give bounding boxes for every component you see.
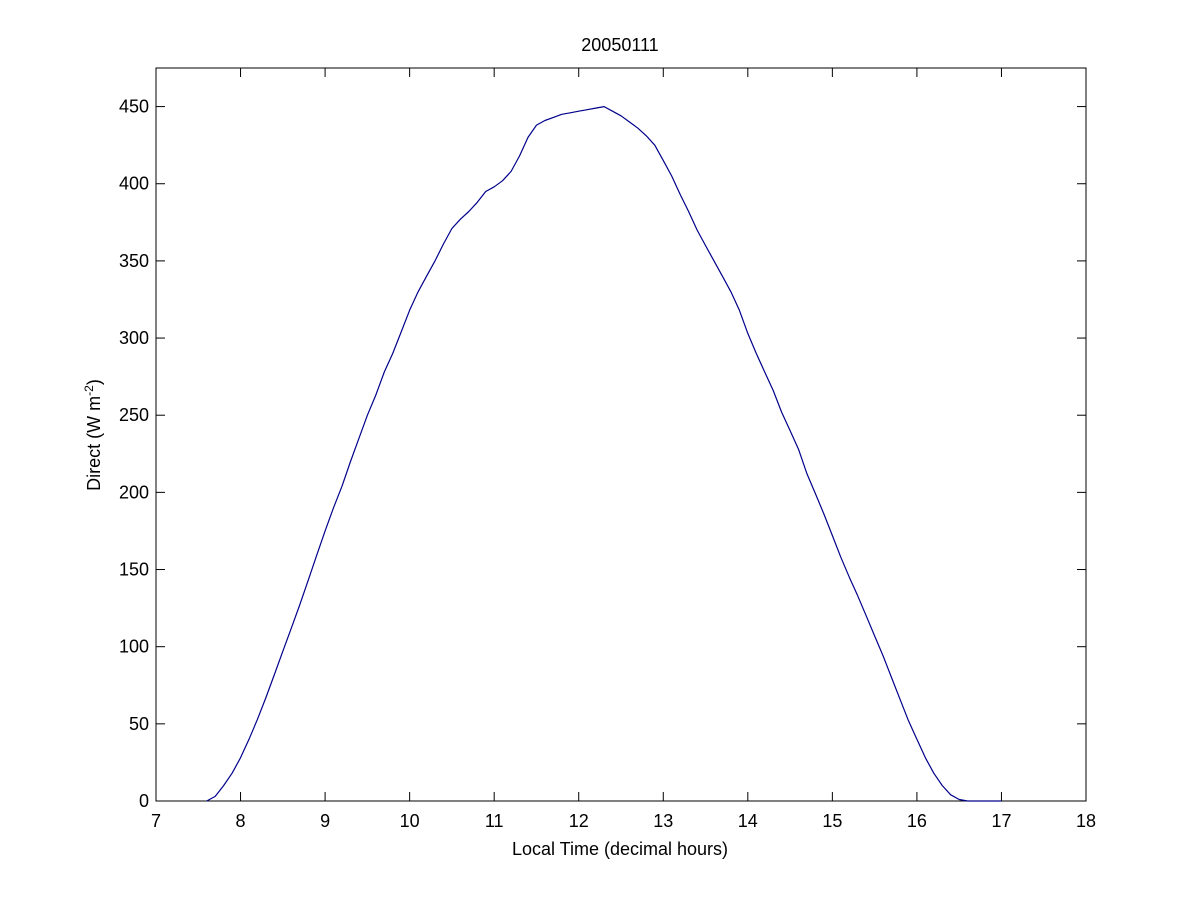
series-line [206,105,1002,802]
y-axis-label-main: Direct (W m [84,396,104,491]
y-tick-label: 300 [119,328,149,348]
x-tick-label: 12 [569,811,589,831]
chart-title: 20050111 [581,35,658,55]
y-tick-label: 350 [119,251,149,271]
y-tick-label: 200 [119,482,149,502]
y-axis-label-exponent: -2 [82,385,96,396]
x-tick-label: 10 [400,811,420,831]
y-axis-label: Direct (W m-2) [82,379,104,491]
x-tick-label: 13 [653,811,673,831]
y-tick-label: 250 [119,405,149,425]
x-tick-label: 11 [485,811,504,831]
plot-area-frame [155,67,1087,802]
x-tick-label: 14 [738,811,758,831]
y-tick-label: 50 [129,714,149,734]
x-tick-label: 18 [1076,811,1096,831]
x-axis-label: Local Time (decimal hours) [512,839,728,859]
x-tick-label: 7 [151,811,161,831]
y-axis-label-close: ) [84,379,104,385]
x-tick-label: 17 [991,811,1011,831]
x-tick-label: 9 [320,811,330,831]
y-tick-label: 100 [119,637,149,657]
y-tick-label: 400 [119,174,149,194]
y-tick-label: 450 [119,97,149,117]
x-tick-label: 8 [236,811,246,831]
y-tick-label: 150 [119,560,149,580]
x-tick-label: 15 [822,811,842,831]
x-tick-label: 16 [907,811,927,831]
y-tick-label: 0 [139,791,149,811]
